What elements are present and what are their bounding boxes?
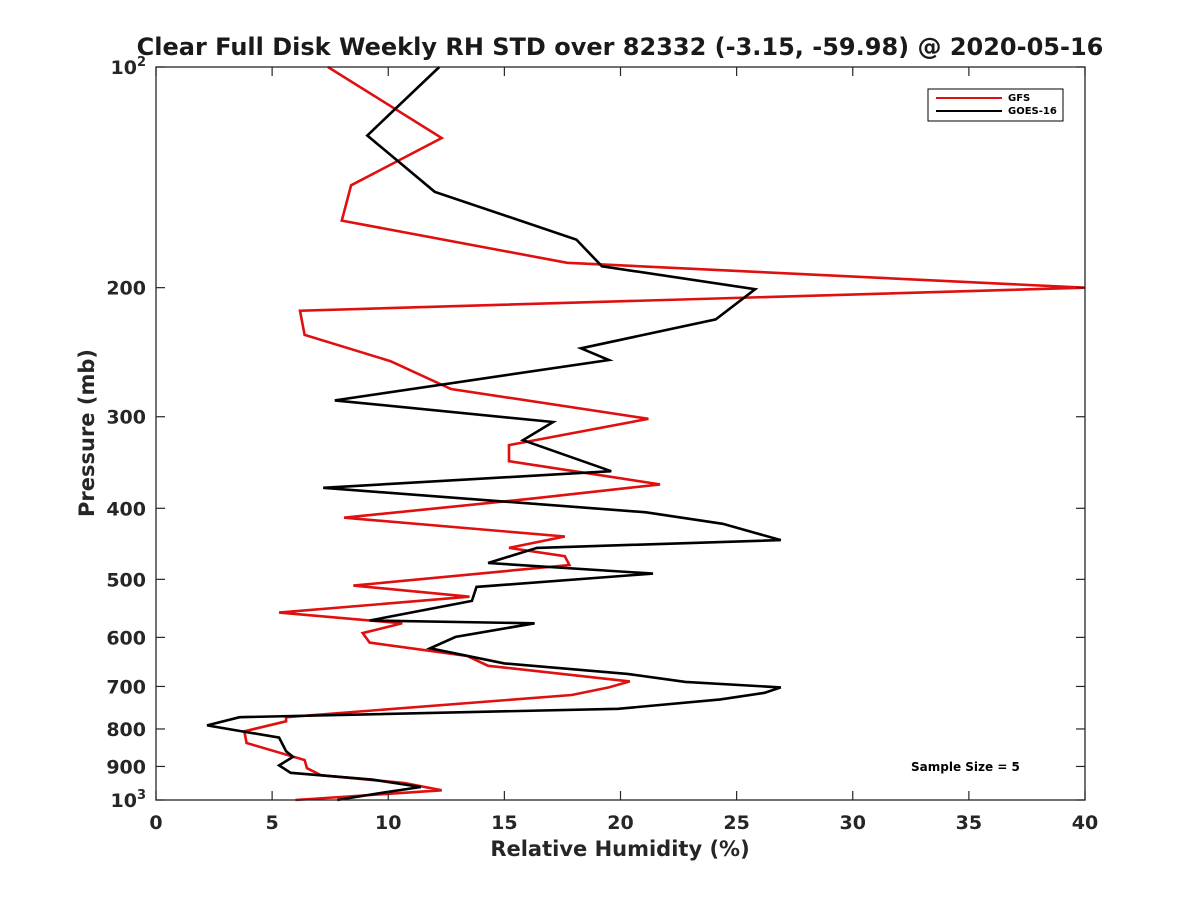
legend-label-gfs: GFS [1008, 93, 1030, 104]
y-ticks: 102 200 300 400 500 600 700 800 900 103 [106, 55, 1085, 812]
y-tick-label: 900 [106, 756, 146, 778]
chart-title: Clear Full Disk Weekly RH STD over 82332… [137, 33, 1104, 61]
legend: GFS GOES-16 [927, 88, 1064, 122]
y-tick-label: 102 [111, 55, 147, 79]
x-tick-label: 15 [491, 812, 517, 834]
sample-size-annotation: Sample Size = 5 [911, 760, 1020, 774]
x-tick-label: 0 [149, 812, 162, 834]
x-tick-label: 35 [956, 812, 982, 834]
x-tick-label: 30 [840, 812, 866, 834]
y-tick-label: 500 [106, 569, 146, 591]
y-tick-label: 700 [106, 676, 146, 698]
plot-lines [206, 65, 1086, 802]
y-tick-label: 200 [106, 278, 146, 300]
legend-label-goes16: GOES-16 [1008, 106, 1057, 117]
x-axis-label: Relative Humidity (%) [490, 837, 749, 861]
x-ticks: 0 5 10 15 20 25 30 35 40 [149, 67, 1098, 834]
x-tick-label: 10 [375, 812, 401, 834]
x-tick-label: 25 [723, 812, 749, 834]
legend-box [927, 88, 1064, 122]
series-line-gfs [242, 65, 1086, 802]
y-tick-label: 103 [111, 788, 147, 812]
x-tick-label: 5 [266, 812, 279, 834]
y-tick-label: 400 [106, 498, 146, 520]
y-tick-label: 300 [106, 407, 146, 429]
x-tick-label: 40 [1072, 812, 1098, 834]
y-tick-label: 600 [106, 627, 146, 649]
x-tick-label: 20 [607, 812, 633, 834]
y-axis-label: Pressure (mb) [75, 349, 99, 517]
series-line-goes16 [206, 66, 782, 802]
y-tick-label: 800 [106, 719, 146, 741]
